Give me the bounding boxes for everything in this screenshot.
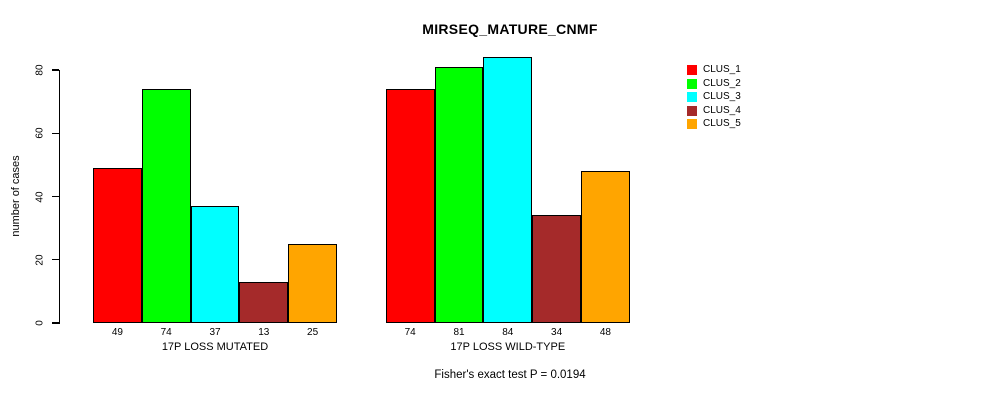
y-axis-tick <box>51 322 59 324</box>
y-axis-tick <box>51 259 59 261</box>
bar-clus_1-group2 <box>385 88 435 323</box>
legend-label: CLUS_3 <box>703 91 741 103</box>
bar-clus_5-group2 <box>581 171 630 323</box>
legend-swatch-clus_2 <box>687 78 697 89</box>
bar-value-label: 34 <box>551 327 563 338</box>
bar-clus_2-group1 <box>141 88 191 323</box>
y-axis-line <box>58 70 60 324</box>
bar-clus_3-group2 <box>483 57 533 323</box>
group-label-1: 17P LOSS MUTATED <box>161 341 269 353</box>
bar-clus_2-group2 <box>434 66 484 323</box>
legend-swatch-clus_1 <box>687 65 697 75</box>
bar-value-label: 37 <box>209 327 221 338</box>
y-axis-tick-label: 20 <box>34 254 46 266</box>
bar-clus_4-group1 <box>239 281 289 323</box>
bar-value-label: 74 <box>160 327 172 338</box>
y-axis-tick <box>51 69 59 71</box>
y-axis-tick-label: 40 <box>34 190 46 203</box>
bar-clus_4-group2 <box>532 215 581 323</box>
bar-value-label: 84 <box>502 327 514 338</box>
bar-value-label: 49 <box>111 327 123 338</box>
y-axis-title: number of cases <box>10 155 22 237</box>
bar-value-label: 81 <box>453 327 465 338</box>
bar-value-label: 25 <box>307 327 319 338</box>
legend-swatch-clus_5 <box>687 119 697 130</box>
bar-value-label: 13 <box>258 327 270 338</box>
y-axis-tick-label: 0 <box>34 320 46 326</box>
legend-label: CLUS_2 <box>703 77 741 89</box>
legend-label: CLUS_4 <box>703 104 741 116</box>
bar-value-label: 48 <box>599 327 611 338</box>
stat-annotation: Fisher's exact test P = 0.0194 <box>434 369 586 381</box>
y-axis-tick-label: 80 <box>34 64 46 76</box>
legend-swatch-clus_3 <box>687 92 697 103</box>
chart-title: MIRSEQ_MATURE_CNMF <box>422 21 598 37</box>
legend-label: CLUS_5 <box>703 118 741 130</box>
y-axis-tick <box>51 132 59 134</box>
legend-swatch-clus_4 <box>687 105 697 116</box>
bar-clus_3-group1 <box>190 205 240 323</box>
bar-clus_1-group1 <box>93 168 142 323</box>
legend-label: CLUS_1 <box>703 64 741 75</box>
y-axis-tick-label: 60 <box>34 127 46 139</box>
group-label-2: 17P LOSS WILD-TYPE <box>450 341 566 353</box>
bar-clus_5-group1 <box>288 243 337 323</box>
y-axis-tick <box>51 195 59 198</box>
bar-value-label: 74 <box>404 327 416 338</box>
